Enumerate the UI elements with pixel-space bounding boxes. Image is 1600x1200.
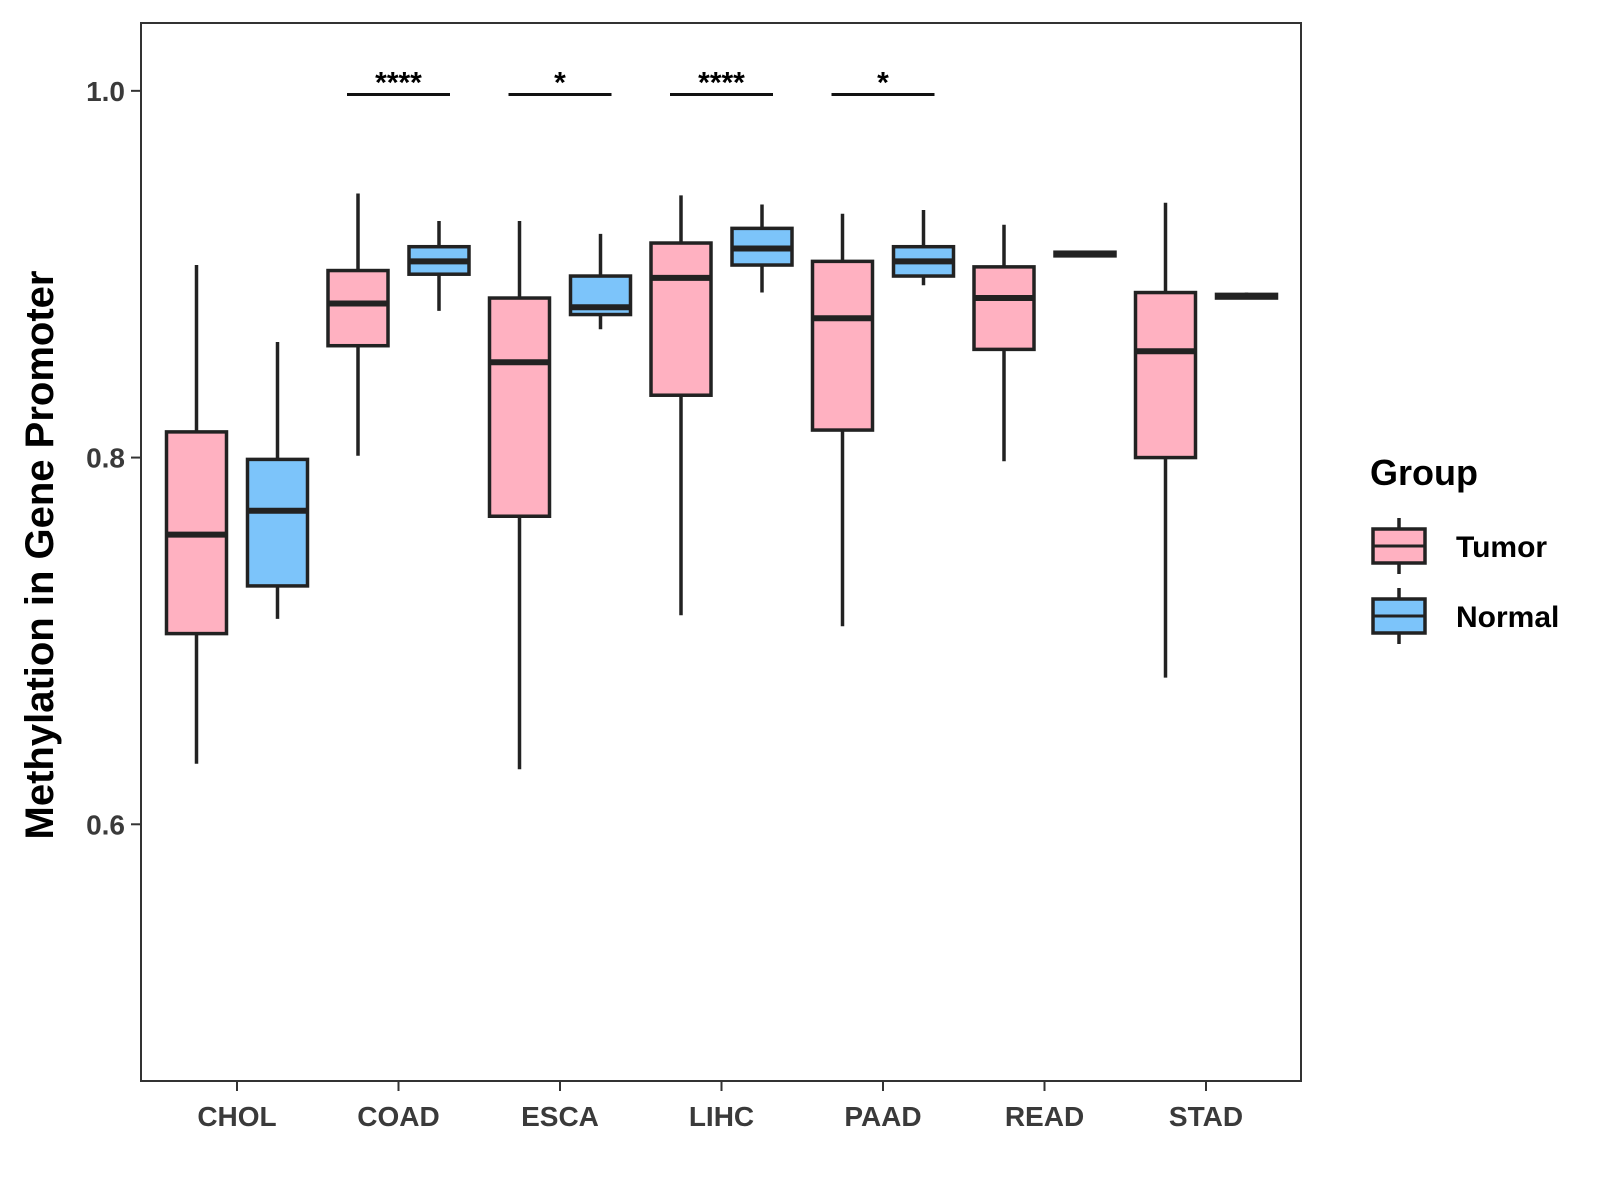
- significance-label: *: [877, 67, 889, 100]
- box-normal-read: [1053, 250, 1117, 258]
- box-tumor-read: [972, 224, 1036, 462]
- legend-key-normal: [1371, 588, 1427, 644]
- box-tumor-stad: [1133, 202, 1198, 678]
- y-tick-label: 1.0: [86, 76, 125, 107]
- box-normal-esca: [568, 233, 633, 330]
- box-body: [326, 268, 390, 348]
- box-body: [972, 265, 1036, 352]
- x-tick-label: STAD: [1169, 1101, 1243, 1132]
- x-tick-label: CHOL: [197, 1101, 276, 1132]
- box-tumor-lihc: [649, 195, 713, 616]
- x-tick-label: ESCA: [521, 1101, 599, 1132]
- legend-key-tumor: [1371, 518, 1427, 574]
- legend-title: Group: [1370, 452, 1478, 493]
- significance-label: *: [554, 67, 566, 100]
- x-tick-label: LIHC: [689, 1101, 754, 1132]
- box-normal-chol: [245, 342, 310, 619]
- significance-label: ****: [375, 67, 422, 100]
- box-tumor-esca: [487, 221, 552, 770]
- legend-label-tumor: Tumor: [1456, 531, 1547, 564]
- box-tumor-coad: [326, 193, 390, 456]
- plot-panel-border: [140, 22, 1302, 1082]
- box-body: [487, 296, 552, 518]
- x-tick-label: COAD: [357, 1101, 439, 1132]
- legend-label-normal: Normal: [1456, 601, 1559, 634]
- box-body: [245, 457, 310, 588]
- legend: Group Tumor Normal: [1370, 452, 1559, 644]
- y-tick-label: 0.6: [86, 809, 125, 840]
- box-tumor-paad: [810, 213, 875, 627]
- y-axis-title: Methylation in Gene Promoter: [18, 271, 62, 840]
- box-body: [810, 259, 875, 432]
- y-tick-label: 0.8: [86, 443, 125, 474]
- box-normal-coad: [407, 221, 471, 311]
- box-tumor-chol: [164, 265, 229, 764]
- significance-label: ****: [698, 67, 745, 100]
- box-body: [1133, 290, 1198, 460]
- x-tick-label: READ: [1005, 1101, 1084, 1132]
- x-tick-label: PAAD: [844, 1101, 921, 1132]
- box-body: [649, 241, 713, 397]
- box-normal-paad: [891, 210, 956, 286]
- box-normal-lihc: [730, 204, 794, 293]
- box-normal-stad: [1214, 292, 1279, 300]
